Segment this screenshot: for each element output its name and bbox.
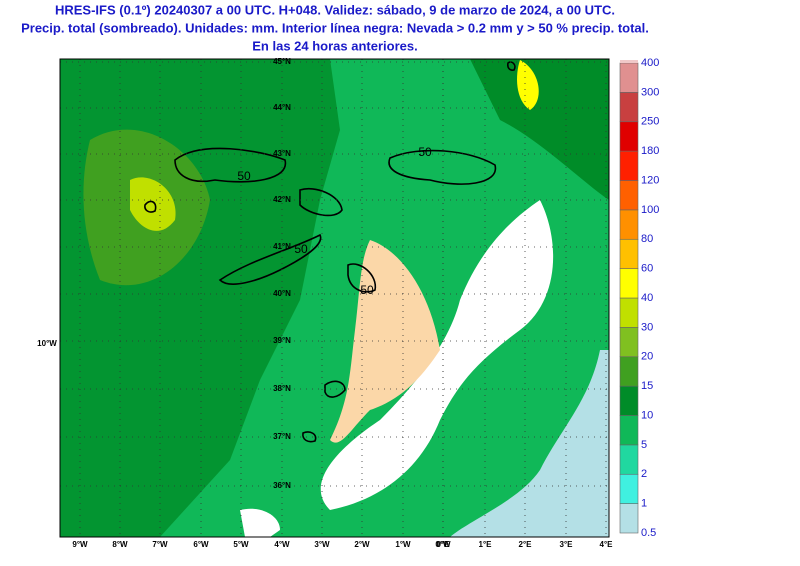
colorbar-label: 30 (641, 321, 653, 333)
colorbar-swatch (619, 297, 639, 328)
latitude-label: 42°N (273, 195, 291, 204)
latitude-label: 45°N (273, 57, 291, 66)
colorbar-swatch (619, 268, 639, 299)
longitude-label: 7°W (152, 540, 168, 549)
title-line: Precip. total (sombreado). Unidades: mm.… (21, 20, 649, 35)
colorbar-swatch (619, 62, 639, 93)
longitude-label: 6°W (193, 540, 209, 549)
colorbar-swatch (619, 121, 639, 152)
colorbar-swatch (619, 415, 639, 446)
title: HRES-IFS (0.1º) 20240307 a 00 UTC. H+048… (21, 2, 649, 53)
colorbar-swatch (619, 92, 639, 123)
contour-label: 50 (294, 242, 308, 256)
colorbar-swatch (619, 503, 639, 534)
longitude-label: 5°W (233, 540, 249, 549)
colorbar-label: 120 (641, 174, 659, 186)
colorbar-label: 40 (641, 292, 653, 304)
colorbar-label: 100 (641, 204, 659, 216)
latitude-label: 40°N (273, 289, 291, 298)
latitude-label: 43°N (273, 149, 291, 158)
colorbar-label: 180 (641, 145, 659, 157)
colorbar-label: 300 (641, 86, 659, 98)
colorbar-label: 250 (641, 116, 659, 128)
contour-label: 50 (360, 283, 374, 297)
colorbar-label: 5 (641, 439, 647, 451)
colorbar-label: 400 (641, 57, 659, 69)
longitude-label: 1°W (395, 540, 411, 549)
colorbar-label: 80 (641, 233, 653, 245)
colorbar-label: 20 (641, 351, 653, 363)
title-line: En las 24 horas anteriores. (252, 38, 417, 53)
latitude-label: 41°N (273, 242, 291, 251)
colorbar-label: 60 (641, 263, 653, 275)
latitude-label: 36°N (273, 481, 291, 490)
longitude-label: 0°W (435, 540, 451, 549)
edge-label: 10°W (37, 339, 57, 348)
colorbar-swatch (619, 444, 639, 475)
longitude-label: 3°W (314, 540, 330, 549)
contour-label: 50 (418, 145, 432, 159)
colorbar-cap (620, 60, 638, 63)
colorbar-label: 15 (641, 380, 653, 392)
longitude-label: 2°E (519, 540, 533, 549)
longitude-label: 4°W (274, 540, 290, 549)
map-field (60, 59, 609, 537)
latitude-label: 39°N (273, 336, 291, 345)
latitude-label: 38°N (273, 384, 291, 393)
longitude-label: 9°W (72, 540, 88, 549)
title-line: HRES-IFS (0.1º) 20240307 a 00 UTC. H+048… (55, 2, 615, 17)
latitude-label: 37°N (273, 432, 291, 441)
colorbar-label: 10 (641, 409, 653, 421)
map-frame (59, 58, 610, 538)
longitude-label: 3°E (560, 540, 574, 549)
colorbar-swatch (619, 385, 639, 416)
colorbar-swatch (619, 238, 639, 269)
longitude-label: 4°E (600, 540, 614, 549)
colorbar-label: 0.5 (641, 527, 656, 539)
longitude-label: 0°E (437, 540, 451, 549)
colorbar-swatch (619, 473, 639, 504)
longitude-label: 8°W (112, 540, 128, 549)
colorbar-swatch (619, 180, 639, 211)
longitude-label: 2°W (354, 540, 370, 549)
latitude-label: 44°N (273, 103, 291, 112)
colorbar-swatch (619, 327, 639, 358)
colorbar-swatch (619, 150, 639, 181)
contour-label: 50 (237, 169, 251, 183)
colorbar-swatch (619, 209, 639, 240)
colorbar-label: 2 (641, 468, 647, 480)
colorbar-label: 1 (641, 498, 647, 510)
colorbar-swatch (619, 356, 639, 387)
longitude-label: 1°E (479, 540, 493, 549)
